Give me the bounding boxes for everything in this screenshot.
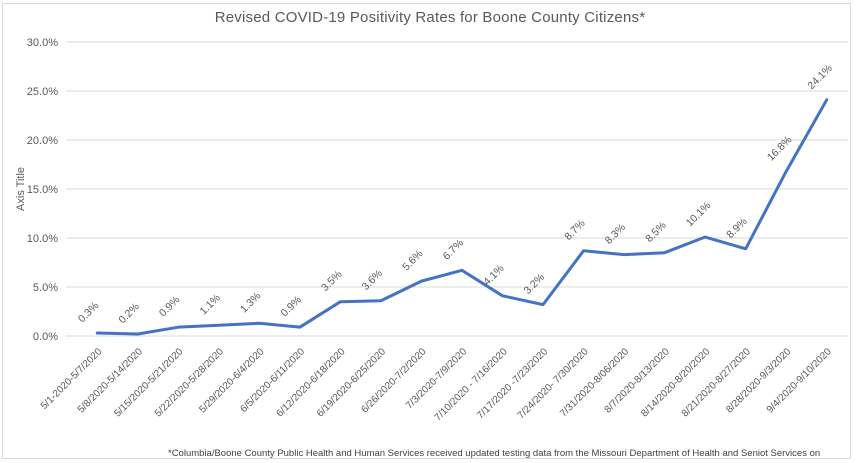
footnote-line-1: *Columbia/Boone County Public Health and… (168, 448, 821, 459)
x-axis-tick-label: 8/14/2020-8/20/2020 (639, 346, 712, 419)
data-label: 0.3% (76, 300, 101, 325)
x-axis-tick-label: 5/15/2020-5/21/2020 (112, 346, 185, 419)
chart-title: Revised COVID-19 Positivity Rates for Bo… (214, 9, 646, 26)
data-label: 3.6% (360, 267, 385, 292)
data-label: 1.1% (197, 292, 222, 317)
chart-frame (2, 3, 851, 459)
data-label: 4.1% (481, 263, 506, 288)
data-label: 1.3% (238, 290, 263, 315)
data-label: 8.5% (643, 219, 668, 244)
y-axis-title: Axis Title (15, 166, 27, 212)
x-axis-tick-label: 5/22/2020-5/28/2020 (153, 346, 226, 419)
x-axis-tick-label: 8/21/2020-8/27/2020 (680, 346, 753, 419)
data-label: 8.7% (562, 217, 587, 242)
data-label: 3.2% (522, 271, 547, 296)
data-label: 5.6% (400, 248, 425, 273)
data-label: 6.7% (441, 237, 466, 262)
x-axis-tick-label: 7/31/2020-8/06/2020 (558, 346, 631, 419)
y-axis-tick-label: 15.0% (27, 184, 58, 196)
x-axis-tick-label: 6/12/2020-6/18/2020 (274, 346, 347, 419)
data-label: 0.9% (279, 294, 304, 319)
x-axis-tick-label: 7/10/2020 - 7/16/2020 (433, 346, 510, 423)
x-axis-tick-label: 6/19/2020-6/25/2020 (315, 346, 388, 419)
data-label: 8.9% (724, 215, 749, 240)
y-axis-tick-label: 30.0% (27, 37, 58, 49)
y-axis-tick-label: 25.0% (27, 86, 58, 98)
positivity-line-series[interactable] (95, 98, 829, 336)
y-axis-tick-label: 0.0% (33, 331, 58, 343)
y-axis-tick-label: 5.0% (33, 282, 58, 294)
data-label: 16.8% (765, 134, 795, 164)
data-label: 0.9% (157, 294, 182, 319)
x-axis-tick-label: 7/24/2020- 7/30/2020 (516, 346, 591, 421)
x-axis-tick-label: 7/17/2020 -7/23/2020 (475, 346, 550, 421)
y-axis-tick-label: 10.0% (27, 233, 58, 245)
data-label: 8.3% (603, 221, 628, 246)
data-label: 0.2% (116, 301, 141, 326)
data-label: 10.1% (684, 200, 714, 230)
footnote: *Columbia/Boone County Public Health and… (168, 421, 820, 463)
y-axis-tick-label: 20.0% (27, 135, 58, 147)
data-label: 3.5% (319, 268, 344, 293)
data-label: 24.1% (805, 62, 835, 92)
